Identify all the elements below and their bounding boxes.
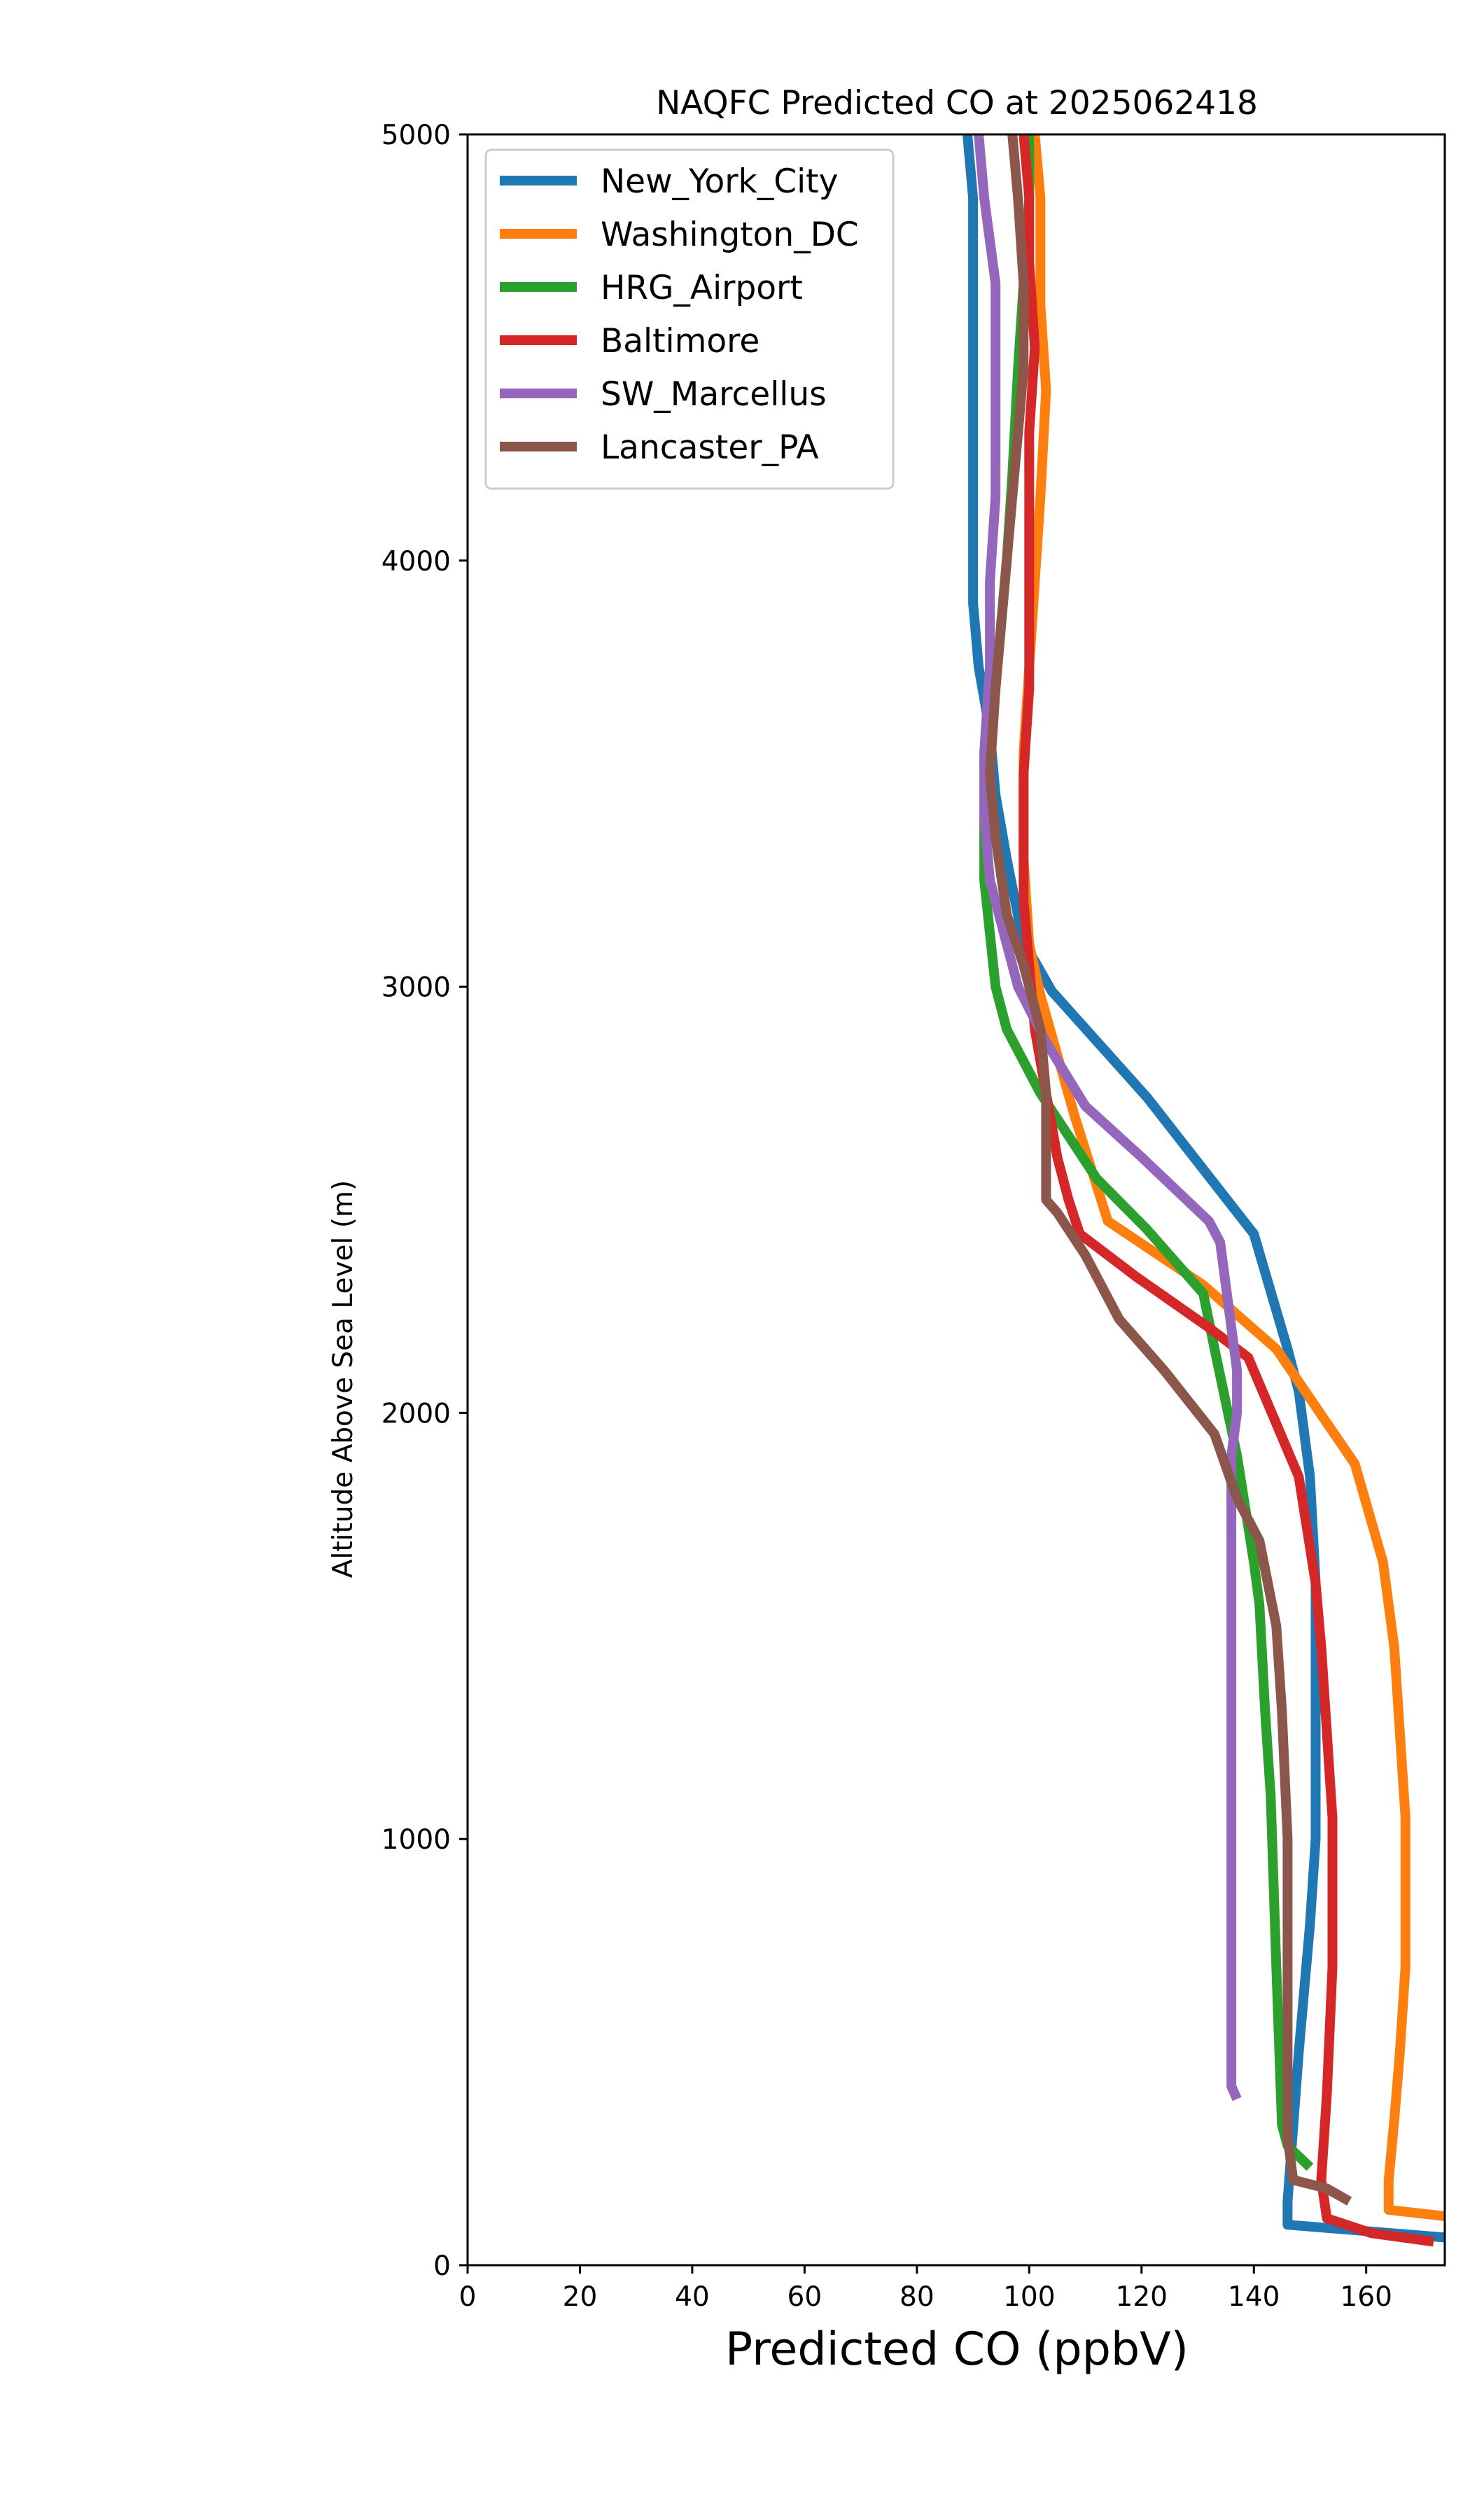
x-tick-label: 120 <box>1116 2281 1168 2313</box>
x-tick-label: 0 <box>459 2281 477 2313</box>
legend-label: Baltimore <box>601 322 760 360</box>
y-tick-label: 0 <box>433 2250 451 2282</box>
chart-title: NAQFC Predicted CO at 2025062418 <box>656 84 1258 122</box>
x-tick-label: 20 <box>563 2281 598 2313</box>
legend-label: New_York_City <box>601 162 838 201</box>
series-line-baltimore <box>1018 134 1434 2247</box>
series-line-washington-dc <box>1018 134 1445 2221</box>
x-axis-ticks: 0 20 40 60 80 100 120 140 160 <box>459 2265 1392 2313</box>
x-tick-label: 80 <box>899 2281 934 2313</box>
x-tick-label: 100 <box>1003 2281 1055 2313</box>
series-line-lancaster-pa <box>985 134 1352 2206</box>
legend-box <box>484 148 895 490</box>
x-axis-label: Predicted CO (ppbV) <box>725 2323 1189 2376</box>
series-line-sw-marcellus <box>974 134 1242 2101</box>
y-tick-label: 5000 <box>382 120 451 151</box>
y-axis-label: Altitude Above Sea Level (m) <box>328 1180 359 1578</box>
y-tick-label: 4000 <box>382 546 451 578</box>
y-axis-ticks: 0 1000 2000 3000 4000 5000 <box>382 120 468 2282</box>
legend-label: SW_Marcellus <box>601 375 827 414</box>
y-tick-label: 2000 <box>382 1398 451 1429</box>
legend: New_York_City Washington_DC HRG_Airport Bal… <box>484 148 895 490</box>
x-tick-label: 60 <box>788 2281 822 2313</box>
plot-frame <box>466 133 1446 2267</box>
x-tick-label: 40 <box>675 2281 710 2313</box>
y-tick-label: 1000 <box>382 1824 451 1856</box>
series-line-new-york-city <box>962 134 1445 2243</box>
legend-label: Washington_DC <box>601 216 859 254</box>
y-tick-label: 3000 <box>382 972 451 1004</box>
legend-label: Lancaster_PA <box>601 428 819 467</box>
legend-label: HRG_Airport <box>601 269 803 307</box>
x-tick-label: 160 <box>1340 2281 1392 2313</box>
series-layer <box>962 134 1445 2247</box>
x-tick-label: 140 <box>1228 2281 1280 2313</box>
